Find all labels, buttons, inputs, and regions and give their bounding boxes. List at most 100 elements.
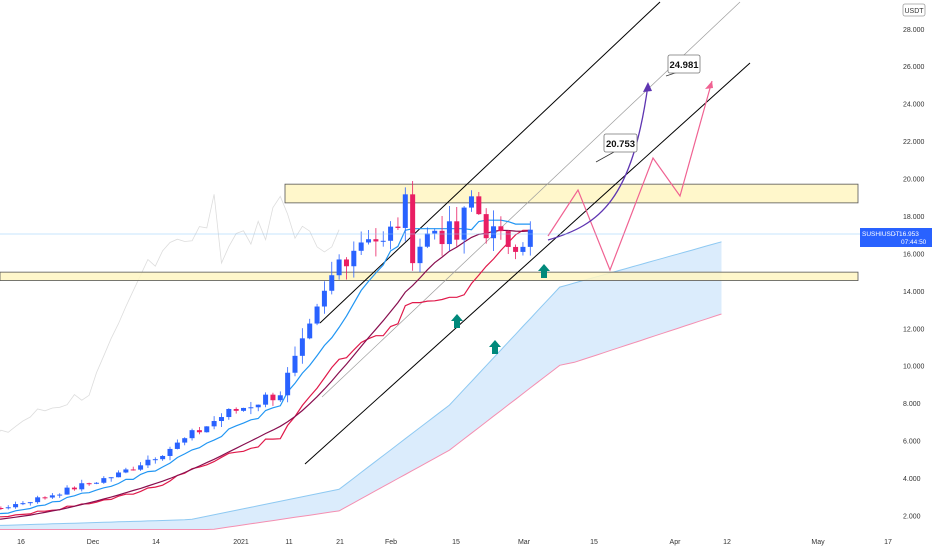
cloud-senkou-b [0,313,722,530]
projection-path-red[interactable] [547,80,713,272]
candle [270,392,276,406]
candle [130,466,136,471]
candle [160,455,166,461]
candle [255,404,261,412]
candle [358,231,364,255]
candle [329,261,335,295]
y-tick-label: 24.000 [903,102,925,109]
target-label-1[interactable]: 24.981 [665,54,701,77]
support-zone[interactable] [0,271,859,281]
candle [20,501,26,506]
candle [116,470,122,478]
y-axis: 2.000 4.000 6.000 8.000 10.000 12.000 14.000 16… [903,27,925,521]
current-price-symbol: SUSHIUSDT [862,231,900,238]
candle [101,476,107,484]
current-price-badge: SUSHIUSDT - 16.953 07:44:50 [860,228,932,247]
y-tick-label: 12.000 [903,326,925,333]
current-price-countdown: 07:44:50 [901,239,927,246]
candle [498,216,504,240]
y-tick-label: 18.000 [903,214,925,221]
candle [527,221,533,256]
x-tick-label: Apr [670,539,682,546]
candle [454,206,460,247]
y-tick-label: 4.000 [903,476,921,483]
buy-arrows [451,264,550,354]
y-tick-label: 14.000 [903,289,925,296]
candle [86,482,92,486]
cloud-area [0,241,722,530]
candle [292,346,298,377]
x-tick-label: 17 [884,539,892,546]
candle [42,496,48,500]
candle [424,227,430,249]
candle [152,457,158,464]
candle [145,455,151,468]
candle [64,485,70,495]
candle [395,217,401,230]
projection-arrowhead-red [705,81,713,89]
target-label-2-text: 20.753 [606,139,635,150]
candle [5,505,11,510]
candle [35,495,41,504]
x-tick-label: Mar [518,539,531,546]
buy-arrow-icon [489,340,501,354]
buy-arrow-icon [451,314,463,328]
candle [483,208,489,244]
candle [71,486,77,491]
candle [123,467,129,474]
projection-arrowhead-purple [643,82,652,92]
candle [343,257,349,280]
candle [277,391,283,402]
candle [108,477,114,482]
candle [439,215,445,256]
y-tick-label: 6.000 [903,439,921,446]
target-label-2[interactable]: 20.753 [595,133,638,163]
y-tick-label: 8.000 [903,401,921,408]
x-tick-label: 2021 [233,539,249,546]
channel-upper-line[interactable] [319,1,661,324]
y-tick-label: 22.000 [903,139,925,146]
candle [218,413,224,427]
candle [285,367,291,403]
horizontal-zones[interactable] [0,183,859,281]
candle [373,228,379,257]
y-tick-label: 10.000 [903,364,925,371]
candle [233,407,239,414]
lagging-span [0,194,340,433]
x-tick-label: 14 [152,539,160,546]
candle [513,244,519,260]
candle [189,428,195,441]
candle [248,401,254,415]
candle [196,427,202,435]
candlesticks [0,181,533,510]
candle [241,407,247,412]
candle [366,230,372,245]
candle [263,392,269,408]
resistance-zone[interactable] [284,183,859,204]
candle [417,238,423,272]
ema-line [0,229,531,520]
candle [49,493,55,499]
x-tick-label: 11 [285,539,292,546]
channel-lower-line[interactable] [304,62,751,465]
candle [226,408,232,420]
x-tick-label: Feb [385,539,397,546]
candle [0,506,4,510]
candle [299,328,305,364]
candle [410,181,416,271]
candle [476,192,482,215]
candle [204,426,210,433]
x-tick-label: 15 [452,539,460,546]
kijun-line [0,229,531,518]
candle [167,446,173,461]
x-tick-label: 12 [723,539,731,546]
candle [491,210,497,252]
candle [307,318,313,340]
candle [468,190,474,212]
candle [520,242,526,256]
candle [93,482,99,485]
y-axis-unit-badge: USDT [902,3,926,17]
candle [461,206,467,254]
tenkan-line [0,219,531,515]
